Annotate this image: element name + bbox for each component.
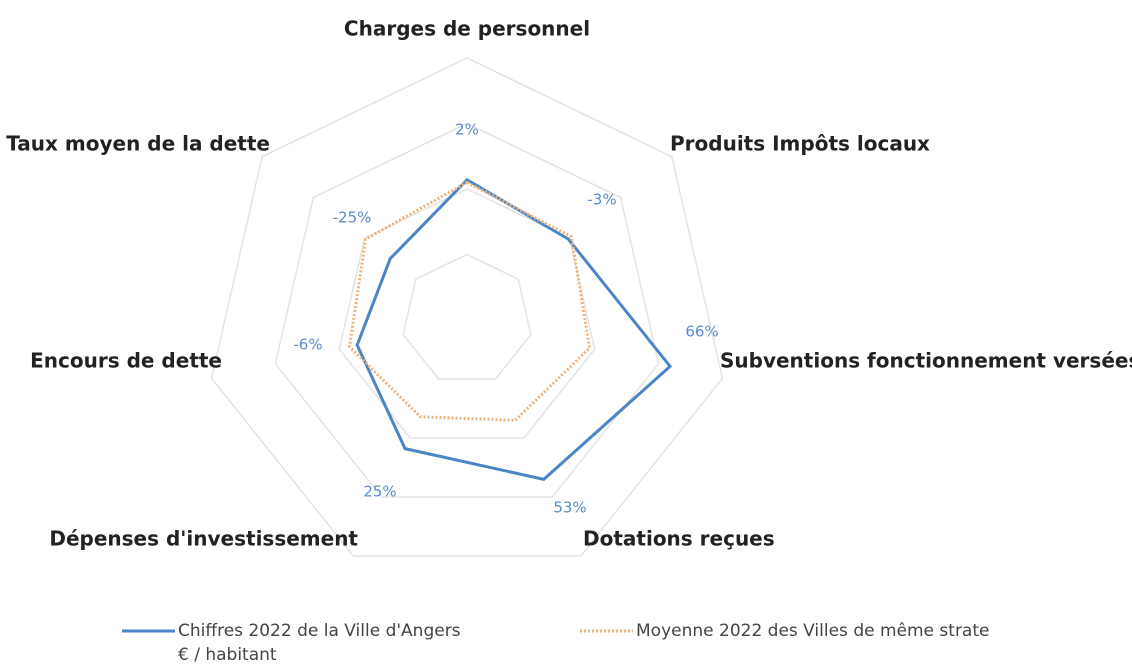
difference-label: 25% xyxy=(363,483,396,501)
legend-label: Moyenne 2022 des Villes de même strate xyxy=(636,621,989,641)
legend-note: € / habitant xyxy=(178,645,277,665)
grid-ring xyxy=(402,253,532,380)
difference-label: 66% xyxy=(685,323,718,341)
difference-label: -6% xyxy=(293,336,322,354)
difference-label: -25% xyxy=(333,209,372,227)
series-line xyxy=(355,177,673,481)
grid-ring xyxy=(274,122,660,498)
difference-label: -3% xyxy=(587,191,616,209)
series-line xyxy=(347,180,592,422)
axis-label: Taux moyen de la dette xyxy=(6,132,270,156)
axis-label: Subventions fonctionnement versées xyxy=(720,349,1132,373)
axis-label: Encours de dette xyxy=(30,349,222,373)
legend-label: Chiffres 2022 de la Ville d'Angers xyxy=(178,621,461,641)
grid-ring xyxy=(210,57,724,557)
axis-label: Dotations reçues xyxy=(583,527,775,551)
axis-label: Produits Impôts locaux xyxy=(670,132,930,156)
difference-label: 2% xyxy=(455,121,479,139)
axis-label: Charges de personnel xyxy=(344,17,590,41)
axis-label: Dépenses d'investissement xyxy=(49,527,358,551)
grid-ring xyxy=(338,188,596,439)
difference-label: 53% xyxy=(553,499,586,517)
